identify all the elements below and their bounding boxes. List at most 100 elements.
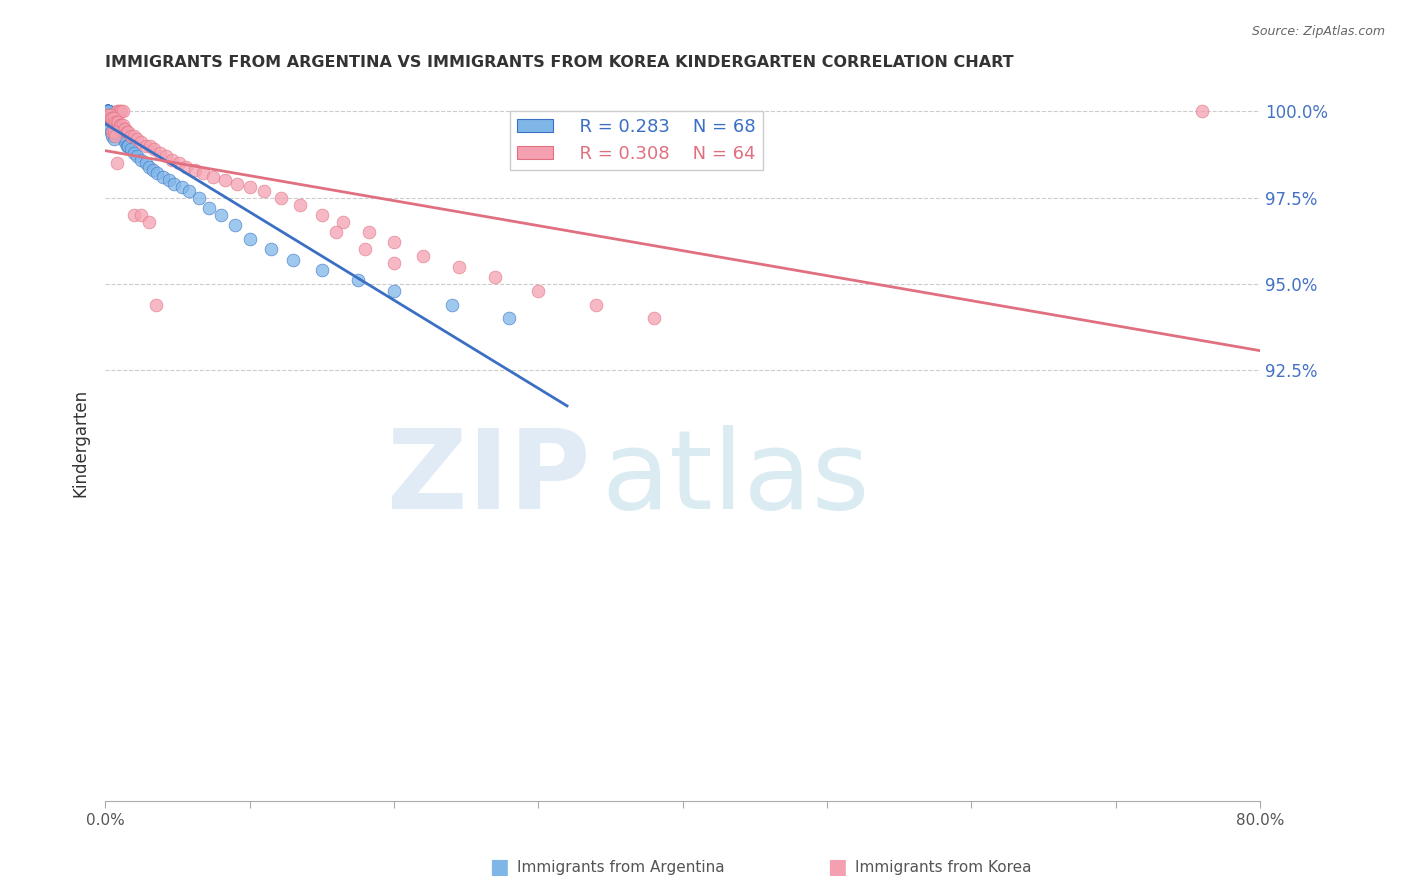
Point (97, 104, 120, 119)
Legend:   R = 0.283    N = 68,   R = 0.308    N = 64: R = 0.283 N = 68, R = 0.308 N = 64 (510, 111, 762, 170)
Point (122, 128, 145, 143)
Point (98, 112, 121, 126)
Text: ■: ■ (489, 857, 509, 877)
Point (96, 104, 118, 119)
Point (167, 156, 190, 170)
Point (96, 104, 118, 119)
Point (97, 104, 120, 119)
Point (122, 145, 145, 160)
Point (288, 197, 311, 211)
Point (260, 243, 283, 257)
Point (97, 108, 120, 122)
Point (111, 104, 134, 119)
Point (585, 297, 607, 311)
Text: IMMIGRANTS FROM ARGENTINA VS IMMIGRANTS FROM KOREA KINDERGARTEN CORRELATION CHAR: IMMIGRANTS FROM ARGENTINA VS IMMIGRANTS … (105, 55, 1014, 70)
Point (114, 121, 136, 136)
Point (224, 218, 246, 232)
Point (484, 269, 506, 284)
Point (97, 104, 120, 119)
Point (238, 180, 260, 194)
Point (96, 104, 118, 119)
Point (98, 108, 121, 122)
Point (105, 118, 128, 132)
Point (98, 108, 121, 122)
Point (101, 125, 124, 139)
Point (101, 128, 124, 143)
Point (115, 139, 138, 153)
Point (142, 163, 165, 178)
Point (157, 173, 180, 187)
Point (209, 208, 232, 222)
Point (129, 136, 152, 150)
Point (97, 104, 120, 119)
Point (103, 125, 125, 139)
Point (96, 104, 118, 119)
Point (354, 243, 377, 257)
Point (98, 108, 121, 122)
Point (135, 156, 157, 170)
Point (100, 125, 122, 139)
Point (97, 104, 120, 119)
Point (412, 249, 434, 263)
Point (104, 114, 127, 128)
Point (117, 125, 139, 139)
Point (108, 125, 131, 139)
Point (103, 114, 125, 128)
Point (129, 208, 152, 222)
Point (105, 118, 128, 132)
Point (238, 232, 260, 246)
Point (108, 104, 131, 119)
Point (281, 252, 304, 267)
Point (143, 142, 166, 156)
Text: atlas: atlas (602, 425, 870, 532)
Point (160, 153, 183, 167)
Point (359, 225, 381, 239)
Point (382, 235, 405, 250)
Point (125, 149, 148, 163)
Point (101, 112, 124, 126)
Point (114, 136, 136, 150)
Point (101, 114, 124, 128)
Point (527, 284, 550, 298)
Point (225, 177, 247, 191)
Point (188, 191, 211, 205)
Point (101, 112, 124, 126)
Point (96, 104, 118, 119)
Point (125, 132, 148, 146)
Point (183, 163, 205, 178)
Point (311, 208, 333, 222)
Point (447, 260, 470, 274)
Point (117, 139, 139, 153)
Text: Immigrants from Korea: Immigrants from Korea (855, 860, 1032, 874)
Point (97, 104, 120, 119)
Point (108, 118, 131, 132)
Point (214, 173, 236, 187)
Point (152, 169, 174, 184)
Point (111, 118, 134, 132)
Point (120, 128, 142, 143)
Point (111, 128, 134, 143)
Point (107, 121, 129, 136)
Point (145, 297, 167, 311)
Point (177, 184, 200, 198)
Point (193, 166, 215, 180)
Point (112, 132, 135, 146)
Text: Source: ZipAtlas.com: Source: ZipAtlas.com (1251, 25, 1385, 38)
Point (108, 125, 131, 139)
Point (149, 145, 172, 160)
Point (97, 104, 120, 119)
Point (270, 191, 292, 205)
Point (100, 112, 122, 126)
Point (129, 153, 152, 167)
Point (1191, 104, 1213, 119)
Point (332, 215, 354, 229)
Point (105, 104, 128, 119)
Point (104, 114, 127, 128)
Point (163, 177, 186, 191)
Point (112, 121, 135, 136)
Point (155, 149, 177, 163)
Text: Immigrants from Argentina: Immigrants from Argentina (517, 860, 725, 874)
Point (643, 311, 665, 326)
Point (138, 160, 160, 174)
Point (100, 112, 122, 126)
